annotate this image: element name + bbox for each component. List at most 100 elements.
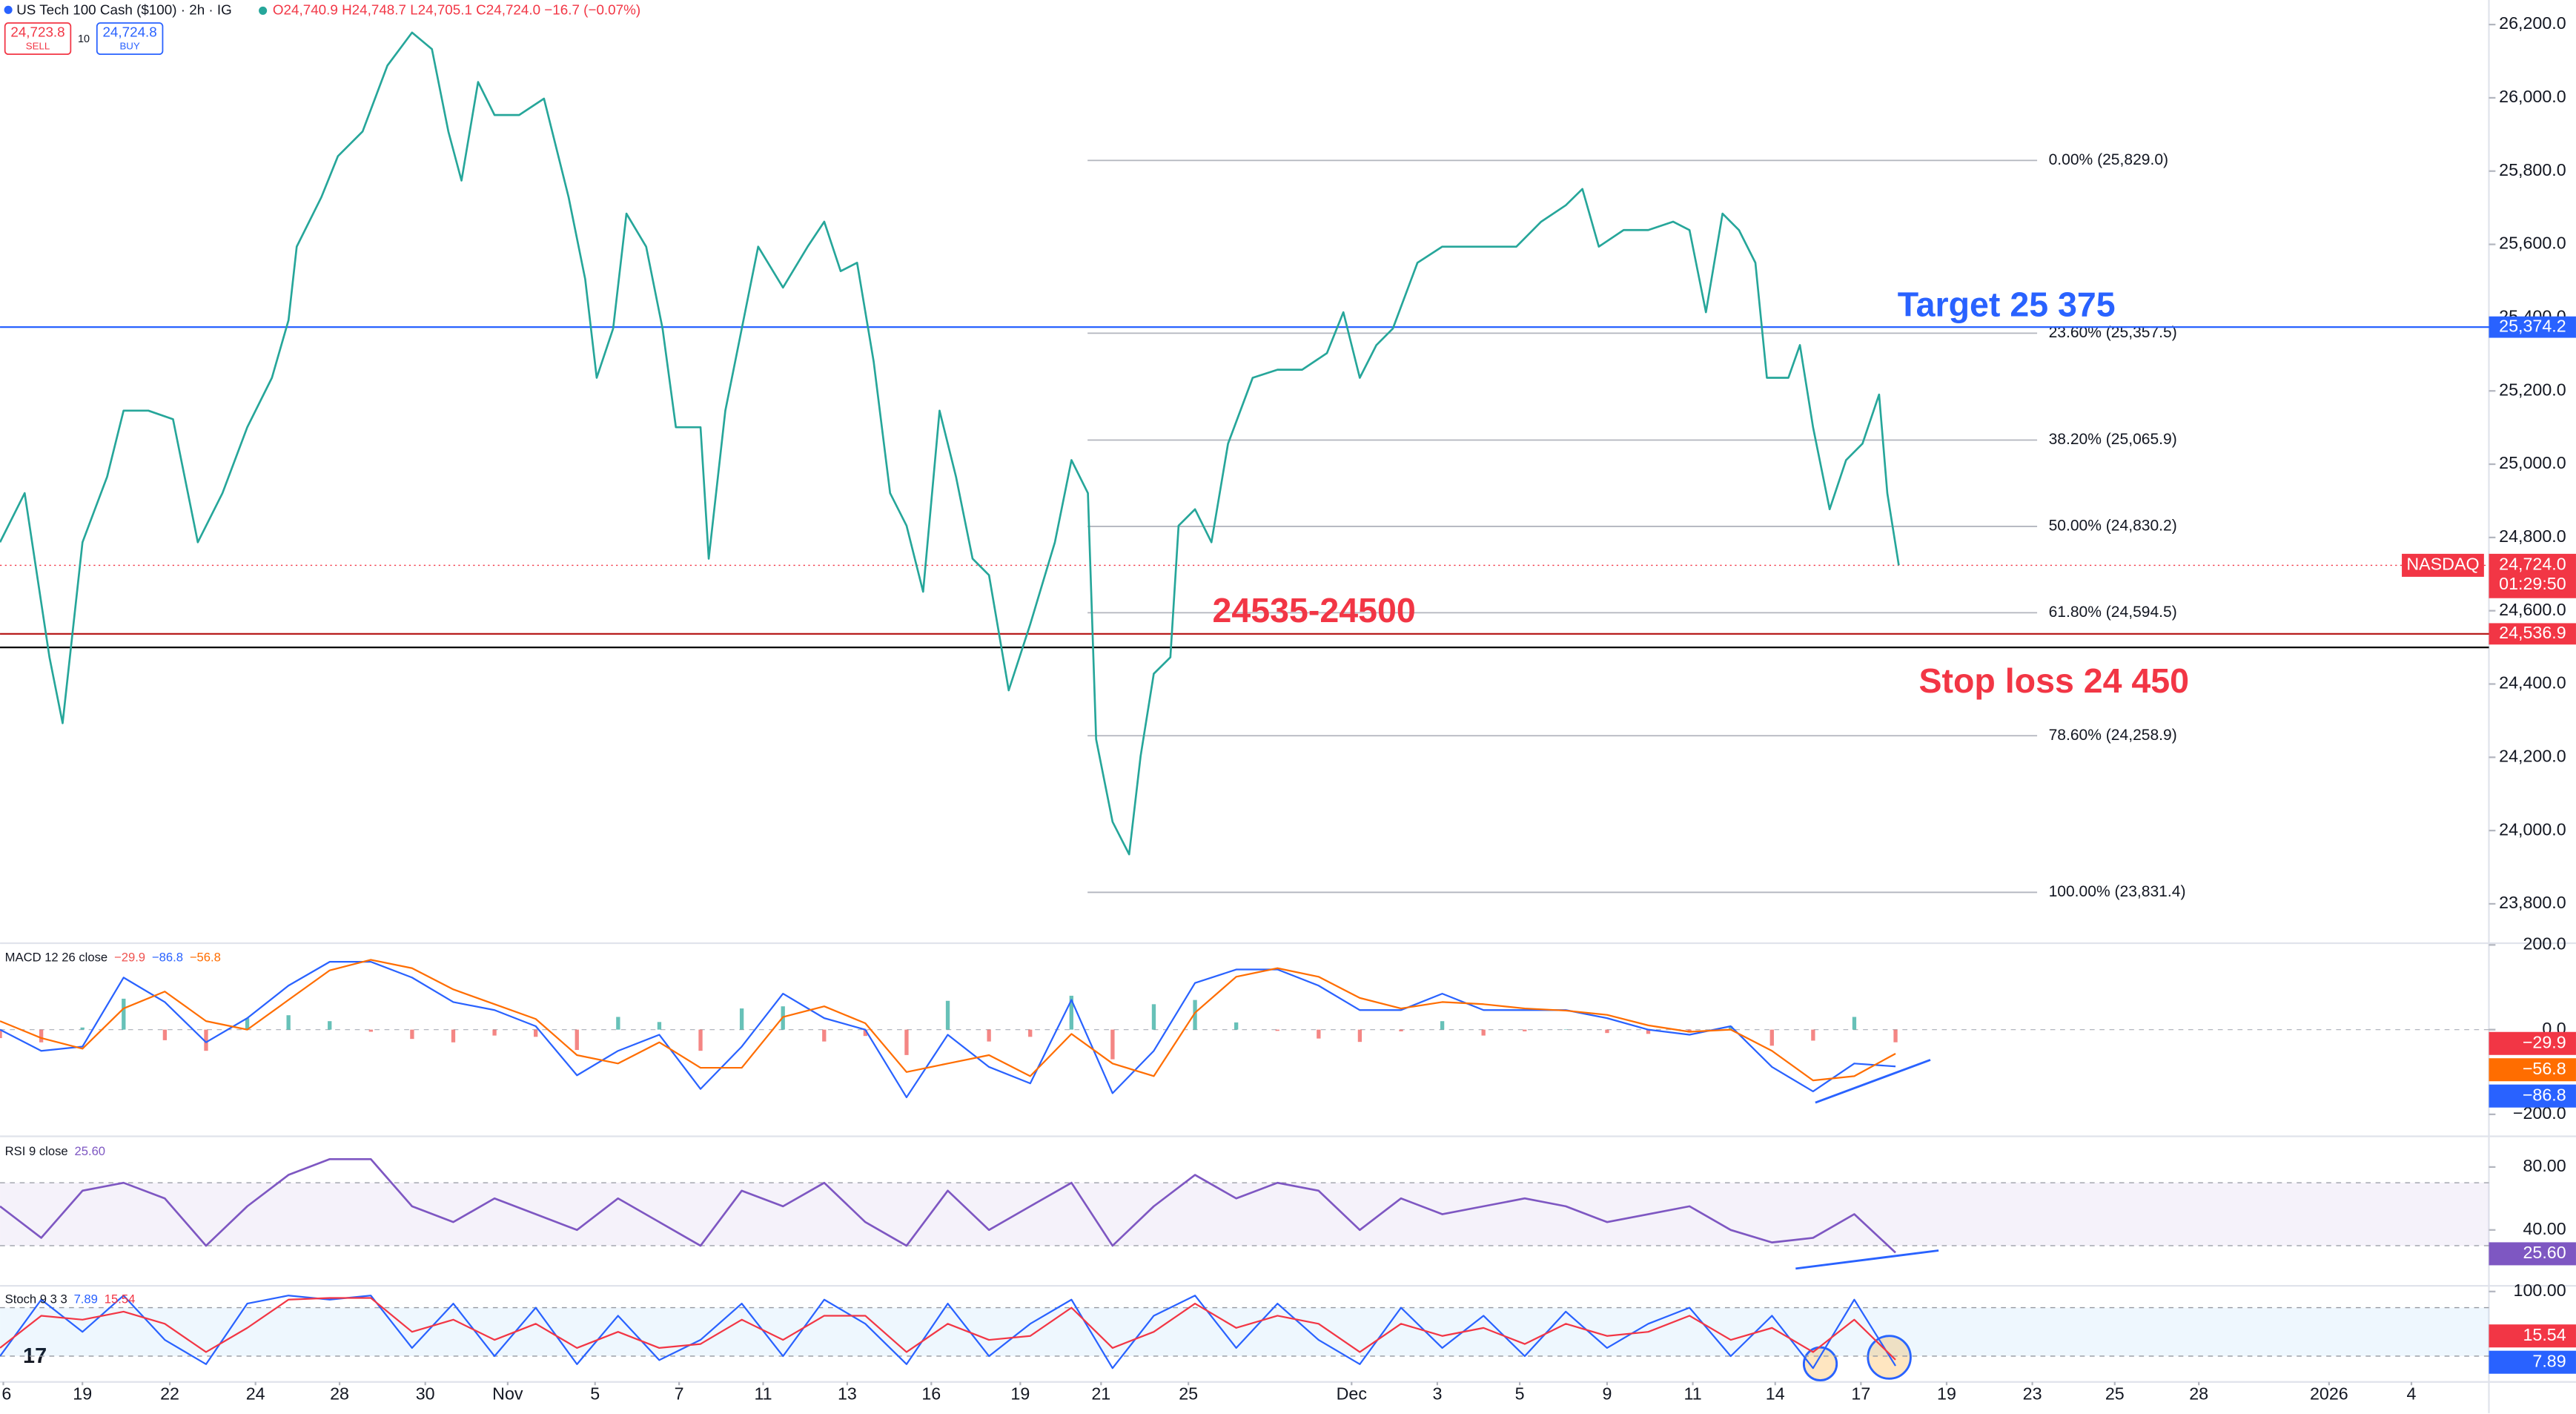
- fib-label: 0.00% (25,829.0): [2049, 151, 2168, 168]
- x-tick-label: 23: [2023, 1384, 2042, 1404]
- histogram-bar: [492, 1029, 497, 1036]
- x-tick-label: 17: [1851, 1384, 1870, 1404]
- histogram-bar: [1399, 1029, 1403, 1031]
- price-tag: [2489, 1031, 2576, 1055]
- x-tick-label: 11: [1683, 1384, 1701, 1404]
- x-tick-label: 30: [416, 1384, 435, 1404]
- legend-text: 15.54: [105, 1292, 136, 1306]
- buy-label: BUY: [119, 41, 139, 52]
- band: [0, 1183, 2489, 1246]
- histogram-bar: [1440, 1021, 1445, 1030]
- legend-text: −56.8: [190, 950, 221, 964]
- histogram-bar: [1028, 1029, 1033, 1037]
- fib-label: 23.60% (25,357.5): [2049, 324, 2177, 341]
- y-tick-label: 25,200.0: [2499, 380, 2566, 399]
- rsi-line: [0, 1157, 1896, 1254]
- price-tag: [2489, 623, 2576, 645]
- x-tick-label: 25: [1179, 1384, 1198, 1404]
- histogram-bar: [39, 1029, 44, 1043]
- y-tick-label: 24,000.0: [2499, 819, 2566, 839]
- x-tick-label: 9: [1602, 1384, 1612, 1404]
- histogram-bar: [739, 1008, 744, 1030]
- annotation: Stop loss 24 450: [1919, 661, 2190, 700]
- price-tag-label: 15.54: [2523, 1325, 2566, 1344]
- histogram-bar: [1069, 995, 1073, 1030]
- x-tick-label: 6: [1, 1384, 11, 1404]
- last-price-label: 24,724.0: [2499, 555, 2566, 574]
- x-tick-label: 4: [2407, 1384, 2417, 1404]
- y-tick-label: 25,600.0: [2499, 234, 2566, 253]
- signal-line: [0, 959, 1896, 1082]
- histogram-bar: [162, 1029, 168, 1040]
- histogram-bar: [1811, 1029, 1815, 1041]
- price-tag: [2489, 1058, 2576, 1082]
- price-tag-label: −29.9: [2523, 1032, 2566, 1051]
- price-line: [0, 31, 1900, 856]
- fib-label: 38.20% (25,065.9): [2049, 431, 2177, 448]
- annotation: Target 25 375: [1898, 285, 2116, 324]
- x-tick-label: 28: [2189, 1384, 2208, 1404]
- histogram-bar: [863, 1029, 868, 1037]
- x-tick-label: Nov: [492, 1384, 523, 1404]
- legend-text: 25.60: [74, 1144, 105, 1158]
- histogram-bar: [286, 1015, 291, 1030]
- histogram-bar: [1769, 1029, 1774, 1046]
- ohlc: O24,740.9 H24,748.7 L24,705.1 C24,724.0 …: [273, 1, 640, 17]
- histogram-bar: [451, 1029, 456, 1043]
- x-tick-label: 16: [921, 1384, 941, 1404]
- histogram-bar: [245, 1018, 250, 1030]
- y-tick-label: 24,400.0: [2499, 673, 2566, 693]
- symbol-title: US Tech 100 Cash ($100) · 2h · IG: [16, 1, 232, 17]
- x-tick-label: 14: [1766, 1384, 1785, 1404]
- y-tick-label: 200.0: [2523, 934, 2566, 953]
- histogram-bar: [1481, 1029, 1486, 1036]
- histogram-bar: [204, 1029, 208, 1051]
- price-tag-label: 25.60: [2523, 1243, 2566, 1262]
- y-tick-label: 24,600.0: [2499, 600, 2566, 619]
- price-tag-label: 25,374.2: [2499, 316, 2566, 335]
- y-tick-label: 26,200.0: [2499, 13, 2566, 33]
- histogram-bar: [1523, 1029, 1527, 1031]
- histogram-bar: [122, 998, 126, 1030]
- fib-label: 50.00% (24,830.2): [2049, 517, 2177, 534]
- histogram-bar: [368, 1029, 373, 1032]
- price-tag: [2489, 1242, 2576, 1266]
- x-tick-label: 3: [1432, 1384, 1442, 1404]
- price-tag: [2489, 316, 2576, 338]
- price-tag: [2489, 1324, 2576, 1348]
- last-price-tag: [2489, 553, 2576, 598]
- histogram-bar: [698, 1029, 703, 1051]
- drawings: [1795, 1059, 1939, 1382]
- x-tick-label: 22: [160, 1384, 179, 1404]
- y-tick-label: 80.00: [2523, 1156, 2566, 1175]
- legend-text: −29.9: [114, 950, 145, 964]
- sell-button[interactable]: [4, 22, 72, 56]
- histogram-bar: [80, 1027, 85, 1030]
- histogram-bar: [1893, 1029, 1898, 1043]
- histogram-bar: [1110, 1029, 1115, 1060]
- histogram-bar: [1605, 1029, 1609, 1034]
- sell-label: SELL: [26, 41, 50, 52]
- histogram-bar: [410, 1029, 414, 1040]
- countdown: 01:29:50: [2499, 574, 2566, 593]
- x-tick-label: 2026: [2310, 1384, 2348, 1404]
- histogram-bar: [904, 1029, 909, 1055]
- exchange-label: NASDAQ: [2406, 555, 2479, 574]
- histogram-bar: [1234, 1022, 1239, 1030]
- x-tick-label: 5: [590, 1384, 600, 1404]
- price-tag-label: −86.8: [2523, 1085, 2566, 1104]
- histogram-bar: [1317, 1029, 1321, 1039]
- buy-button[interactable]: [96, 22, 164, 56]
- y-tick-label: 25,000.0: [2499, 453, 2566, 472]
- symbol-icon: [4, 5, 13, 14]
- histogram-bar: [987, 1029, 991, 1042]
- legend-text: 7.89: [74, 1292, 98, 1306]
- price-tag: [2489, 1350, 2576, 1374]
- y-tick-label: 24,800.0: [2499, 526, 2566, 546]
- x-tick-label: Dec: [1337, 1384, 1368, 1404]
- histogram-bar: [616, 1017, 620, 1030]
- price-tag-label: 7.89: [2532, 1351, 2566, 1370]
- x-tick-label: 7: [675, 1384, 684, 1404]
